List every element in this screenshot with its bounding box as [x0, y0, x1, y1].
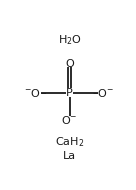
Text: P: P: [66, 88, 73, 98]
Text: H$_2$O: H$_2$O: [58, 33, 82, 47]
Text: –O$^{-}$: –O$^{-}$: [92, 87, 115, 99]
Text: O$^{-}$: O$^{-}$: [61, 114, 78, 126]
Text: CaH$_2$: CaH$_2$: [55, 135, 84, 149]
Text: O: O: [65, 59, 74, 69]
Text: La: La: [63, 151, 76, 161]
Text: $^{-}$O$^{}$–: $^{-}$O$^{}$–: [24, 87, 47, 99]
